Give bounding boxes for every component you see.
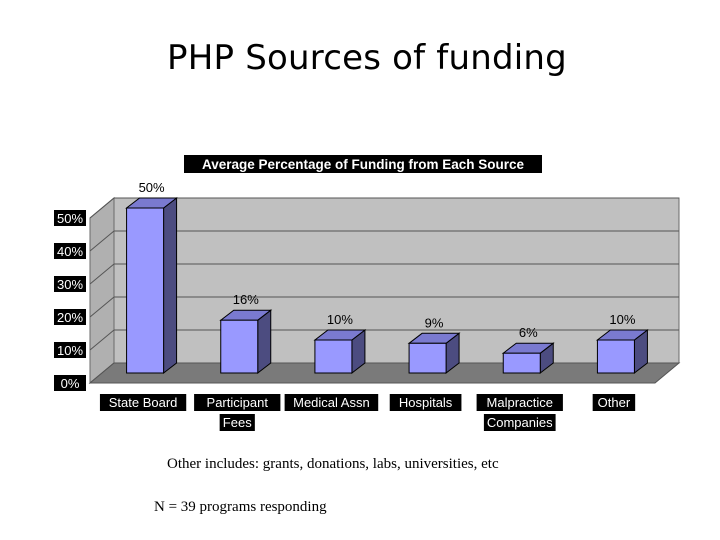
chart-title-box [184,155,542,173]
category-label: Hospitals [399,395,453,410]
bar-front [596,339,635,374]
gridline-side [89,197,115,219]
y-tick-box [54,276,86,292]
y-tick-box [54,309,86,325]
data-label: 10% [327,312,353,327]
bar-front [126,207,165,374]
gridline-side [89,296,115,318]
y-tick-label: 40% [57,244,83,259]
y-tick-box [54,375,86,391]
data-label: 10% [609,312,635,327]
bar [313,328,367,375]
chart-back-wall [113,197,680,364]
bar-side [163,196,178,375]
category-box [194,394,281,411]
footnote-other-sources: Other includes: grants, donations, labs,… [167,456,499,472]
bar [125,196,179,375]
y-tick-label: 50% [57,211,83,226]
bar-front [502,352,541,374]
category-label: Companies [487,415,553,430]
y-tick-box [54,210,86,226]
category-label: Malpractice [487,395,553,410]
category-label: Fees [223,415,252,430]
category-box [99,394,187,411]
gridline-side [89,230,115,252]
y-tick-label: 0% [61,376,80,391]
y-tick-label: 10% [57,343,83,358]
category-label: Participant [207,395,269,410]
chart-floor [88,362,681,384]
category-label: Medical Assn [293,395,370,410]
category-label: State Board [109,395,178,410]
bar [219,309,273,375]
data-label: 16% [233,292,259,307]
y-tick-label: 30% [57,277,83,292]
bar-side [257,309,272,375]
footnote-sample-size: N = 39 programs responding [154,499,327,515]
bar-front [220,319,259,374]
data-label: 6% [519,325,538,340]
category-box [284,394,379,411]
chart-side-wall [89,196,115,385]
slide-title: PHP Sources of funding [167,38,567,78]
gridline-side [89,263,115,285]
category-box [483,414,556,431]
data-label: 9% [425,315,444,330]
y-tick-box [54,342,86,358]
y-tick-label: 20% [57,310,83,325]
bar [595,328,649,375]
gridline-side [89,329,115,351]
category-box [476,394,563,411]
category-box [592,394,636,411]
bar [501,342,555,375]
category-label: Other [598,395,631,410]
category-box [389,394,462,411]
bar-front [408,342,447,374]
bar [407,332,461,375]
category-box [219,414,255,431]
y-tick-box [54,243,86,259]
data-label: 50% [139,180,165,195]
chart-title: Average Percentage of Funding from Each … [202,157,525,172]
bar-front [314,339,353,374]
